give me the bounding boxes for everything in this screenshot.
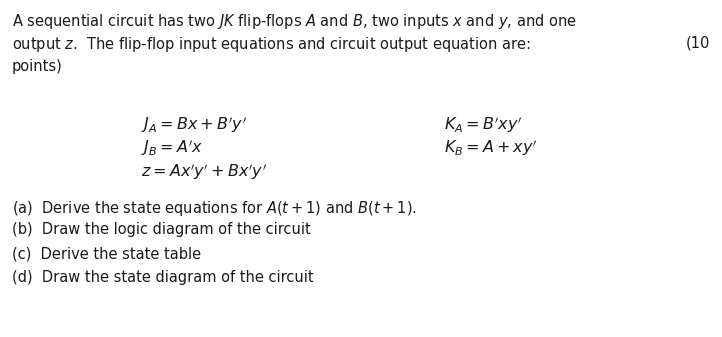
Text: $K_A =B'xy'$: $K_A =B'xy'$ — [444, 115, 523, 135]
Text: A sequential circuit has two $JK$ flip-flops $A$ and $B$, two inputs $x$ and $y$: A sequential circuit has two $JK$ flip-f… — [12, 12, 576, 31]
Text: (d)  Draw the state diagram of the circuit: (d) Draw the state diagram of the circui… — [12, 270, 313, 285]
Text: points): points) — [12, 59, 62, 74]
Text: (a)  Derive the state equations for $A(t+1)$ and $B(t+1)$.: (a) Derive the state equations for $A(t+… — [12, 199, 417, 218]
Text: (c)  Derive the state table: (c) Derive the state table — [12, 246, 201, 261]
Text: $J_A =Bx + B'y'$: $J_A =Bx + B'y'$ — [141, 115, 247, 135]
Text: $K_B =A + xy'$: $K_B =A + xy'$ — [444, 138, 537, 158]
Text: output $z$.  The flip-flop input equations and circuit output equation are:: output $z$. The flip-flop input equation… — [12, 35, 530, 54]
Text: (10: (10 — [686, 35, 710, 51]
Text: $z =Ax'y' + Bx'y'$: $z =Ax'y' + Bx'y'$ — [141, 162, 266, 182]
Text: $J_B =A'x$: $J_B =A'x$ — [141, 138, 203, 158]
Text: (b)  Draw the logic diagram of the circuit: (b) Draw the logic diagram of the circui… — [12, 222, 310, 238]
